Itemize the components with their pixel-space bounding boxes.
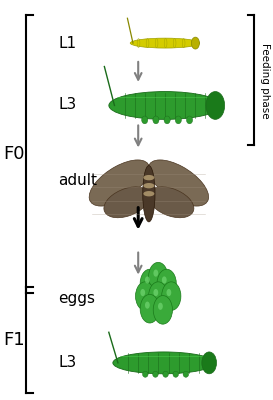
Ellipse shape bbox=[163, 371, 168, 377]
Ellipse shape bbox=[142, 116, 148, 124]
Text: L3: L3 bbox=[58, 355, 76, 370]
Ellipse shape bbox=[202, 352, 216, 374]
Ellipse shape bbox=[143, 191, 155, 196]
Ellipse shape bbox=[89, 160, 150, 206]
Circle shape bbox=[136, 282, 155, 310]
Ellipse shape bbox=[186, 116, 193, 124]
Circle shape bbox=[149, 262, 168, 291]
Ellipse shape bbox=[143, 183, 155, 188]
Circle shape bbox=[158, 303, 163, 310]
Circle shape bbox=[140, 289, 145, 296]
Ellipse shape bbox=[143, 175, 155, 180]
Ellipse shape bbox=[109, 92, 221, 119]
Circle shape bbox=[153, 296, 173, 324]
Ellipse shape bbox=[173, 371, 179, 377]
Ellipse shape bbox=[148, 160, 209, 206]
Ellipse shape bbox=[164, 116, 170, 124]
Ellipse shape bbox=[183, 371, 189, 377]
Text: adult: adult bbox=[58, 174, 97, 188]
Circle shape bbox=[149, 282, 168, 310]
Circle shape bbox=[153, 270, 158, 277]
Ellipse shape bbox=[191, 37, 199, 49]
Ellipse shape bbox=[113, 352, 214, 374]
Ellipse shape bbox=[175, 116, 182, 124]
Ellipse shape bbox=[130, 38, 200, 48]
Circle shape bbox=[157, 269, 176, 298]
Text: L3: L3 bbox=[58, 97, 76, 112]
Circle shape bbox=[162, 276, 167, 284]
Text: F0: F0 bbox=[3, 145, 25, 163]
Text: L1: L1 bbox=[58, 36, 76, 50]
Circle shape bbox=[140, 269, 159, 298]
Ellipse shape bbox=[143, 371, 148, 377]
Circle shape bbox=[140, 294, 159, 323]
Ellipse shape bbox=[104, 187, 150, 218]
Ellipse shape bbox=[143, 166, 155, 222]
Text: Feeding phase: Feeding phase bbox=[260, 43, 270, 119]
Circle shape bbox=[145, 302, 150, 309]
Circle shape bbox=[162, 282, 181, 310]
Circle shape bbox=[153, 289, 158, 296]
Ellipse shape bbox=[153, 116, 159, 124]
Circle shape bbox=[167, 289, 171, 296]
Ellipse shape bbox=[206, 92, 225, 119]
Text: eggs: eggs bbox=[58, 291, 95, 306]
Text: F1: F1 bbox=[3, 331, 25, 349]
Ellipse shape bbox=[148, 187, 194, 218]
Circle shape bbox=[145, 276, 150, 284]
Ellipse shape bbox=[153, 371, 158, 377]
